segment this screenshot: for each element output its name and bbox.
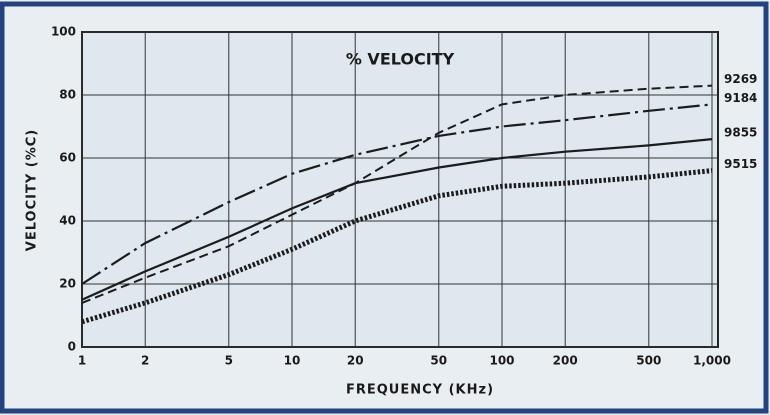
y-tick-label: 0 bbox=[68, 340, 76, 354]
y-tick-label: 80 bbox=[59, 88, 76, 102]
x-tick-label: 200 bbox=[553, 354, 578, 368]
chart-title: % VELOCITY bbox=[346, 50, 455, 69]
y-tick-label: 20 bbox=[59, 277, 76, 291]
line-series bbox=[81, 168, 713, 325]
x-tick-label: 50 bbox=[430, 354, 447, 368]
x-tick-label: 1 bbox=[78, 354, 86, 368]
x-tick-label: 5 bbox=[225, 354, 233, 368]
y-axis-label: VELOCITY (%C) bbox=[25, 129, 40, 251]
x-tick-label: 500 bbox=[636, 354, 661, 368]
series-label: 9269 bbox=[724, 72, 757, 86]
series-label: 9184 bbox=[724, 91, 757, 105]
x-tick-label: 1,000 bbox=[693, 354, 731, 368]
line-series bbox=[81, 103, 713, 285]
series-label: 9515 bbox=[724, 157, 757, 171]
plot-area bbox=[81, 31, 719, 348]
x-tick-label: 100 bbox=[489, 354, 514, 368]
y-tick-label: 60 bbox=[59, 151, 76, 165]
y-tick-label: 100 bbox=[51, 25, 76, 39]
line-series bbox=[81, 138, 713, 301]
x-tick-label: 10 bbox=[284, 354, 301, 368]
x-tick-label: 2 bbox=[141, 354, 149, 368]
x-tick-label: 20 bbox=[347, 354, 364, 368]
series-label: 9855 bbox=[724, 126, 757, 140]
y-tick-label: 40 bbox=[59, 214, 76, 228]
line-series bbox=[81, 84, 713, 304]
x-axis-label: FREQUENCY (KHz) bbox=[346, 383, 494, 398]
